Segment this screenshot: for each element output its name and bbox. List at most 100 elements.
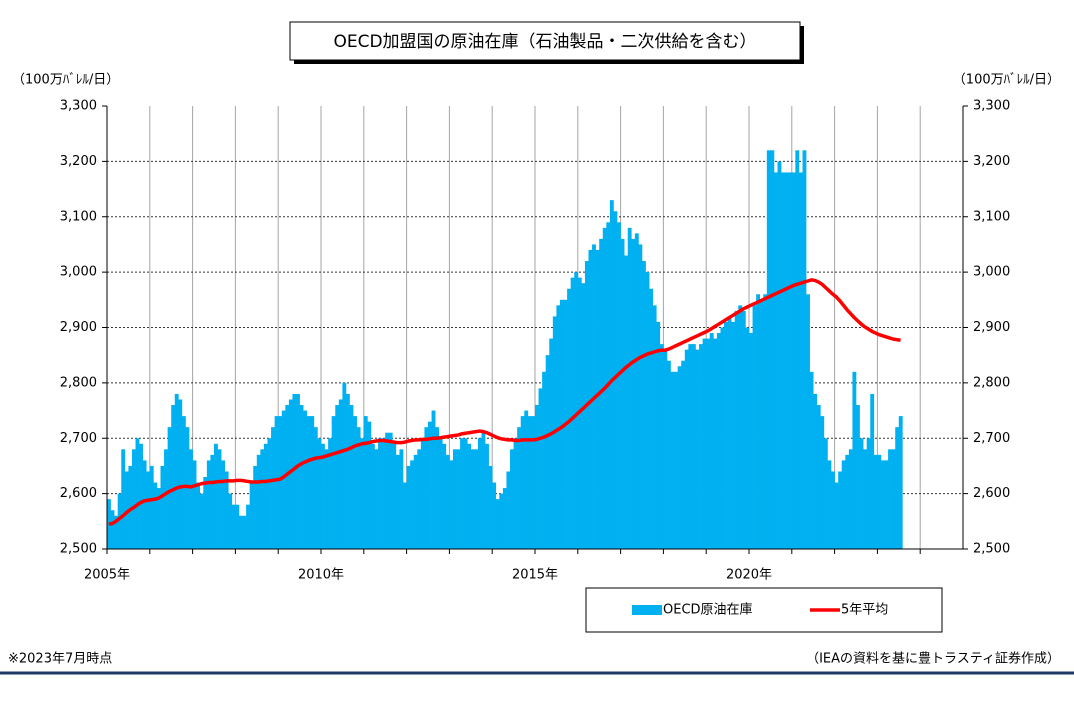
bar (520, 416, 525, 549)
bar (221, 460, 225, 549)
bar (816, 405, 821, 549)
bar (238, 515, 243, 549)
bar (845, 454, 850, 549)
bar (549, 338, 554, 549)
bar (435, 427, 439, 549)
legend-label: OECD原油在庫 (663, 603, 753, 618)
bar (581, 283, 586, 549)
bar (324, 449, 329, 549)
bar (852, 371, 857, 549)
bar (556, 305, 561, 549)
bar (292, 393, 297, 549)
bar (795, 150, 800, 550)
bar (631, 238, 636, 549)
bar (666, 360, 671, 549)
bar (880, 460, 885, 549)
bar (278, 416, 283, 549)
bar (395, 454, 400, 549)
bar (699, 344, 703, 549)
bar (670, 371, 675, 549)
bar (724, 321, 728, 549)
bar (445, 454, 450, 549)
bar (310, 416, 315, 549)
y-axis-label: （100万ﾊﾞﾚﾙ/日） (12, 73, 119, 88)
bar (281, 410, 286, 549)
bar (338, 399, 343, 549)
bar (485, 443, 489, 549)
y2-tick-label: 2,700 (973, 431, 1010, 446)
bar (538, 388, 543, 549)
bar (428, 421, 432, 549)
bar (823, 438, 828, 549)
y2-tick-label: 3,100 (973, 209, 1010, 224)
bar (745, 327, 750, 549)
bar (410, 460, 415, 549)
bar (688, 344, 693, 549)
bar (174, 393, 179, 549)
bar (121, 449, 126, 549)
bar (210, 454, 215, 549)
bar (791, 172, 796, 549)
bar (196, 482, 201, 549)
bar (627, 227, 632, 549)
bar (559, 299, 564, 549)
y2-tick-label: 3,200 (973, 154, 1010, 169)
bar (620, 238, 625, 549)
bar (752, 305, 757, 549)
bar (164, 449, 168, 549)
bar (684, 349, 689, 549)
bar (884, 460, 889, 549)
bar (146, 471, 151, 549)
bar (827, 460, 832, 549)
bar (517, 427, 522, 549)
bar (524, 410, 529, 549)
bar (378, 438, 382, 549)
bar (756, 294, 760, 549)
bar (477, 438, 482, 549)
bar (328, 438, 332, 549)
bar (873, 454, 878, 549)
bar (370, 443, 375, 549)
bar (171, 405, 176, 549)
bar (349, 405, 354, 549)
bar (866, 438, 871, 549)
bar (506, 471, 511, 549)
bar (235, 504, 240, 549)
bar (492, 482, 497, 549)
bar (834, 482, 839, 549)
bar (317, 438, 322, 549)
bar (299, 405, 304, 549)
bar (495, 499, 500, 549)
bar (356, 427, 361, 549)
title-box (289, 21, 801, 61)
bar (438, 438, 443, 549)
y-tick-label: 2,900 (60, 320, 97, 335)
bar (681, 360, 686, 549)
legend-swatch (632, 605, 662, 615)
bar (135, 438, 140, 549)
bar (713, 338, 718, 549)
bar (167, 427, 172, 549)
y2-tick-label: 2,500 (973, 542, 1010, 557)
y-tick-label: 2,700 (60, 431, 97, 446)
bar (617, 222, 621, 549)
bar (798, 172, 803, 549)
bar (381, 438, 386, 549)
note: ※2023年7月時点 (8, 652, 112, 667)
bar (360, 438, 365, 549)
bar (510, 449, 514, 549)
bar (249, 482, 254, 549)
bar (781, 172, 785, 549)
bar (110, 510, 115, 549)
bar (820, 416, 825, 549)
bar (331, 416, 336, 549)
bar (228, 493, 233, 549)
bar (303, 410, 308, 549)
bar (535, 405, 539, 549)
bar (856, 405, 860, 549)
x-tick-label: 2020年 (726, 568, 772, 583)
bar (274, 416, 279, 549)
bar (256, 454, 261, 549)
bar (595, 249, 600, 549)
bar (417, 449, 422, 549)
